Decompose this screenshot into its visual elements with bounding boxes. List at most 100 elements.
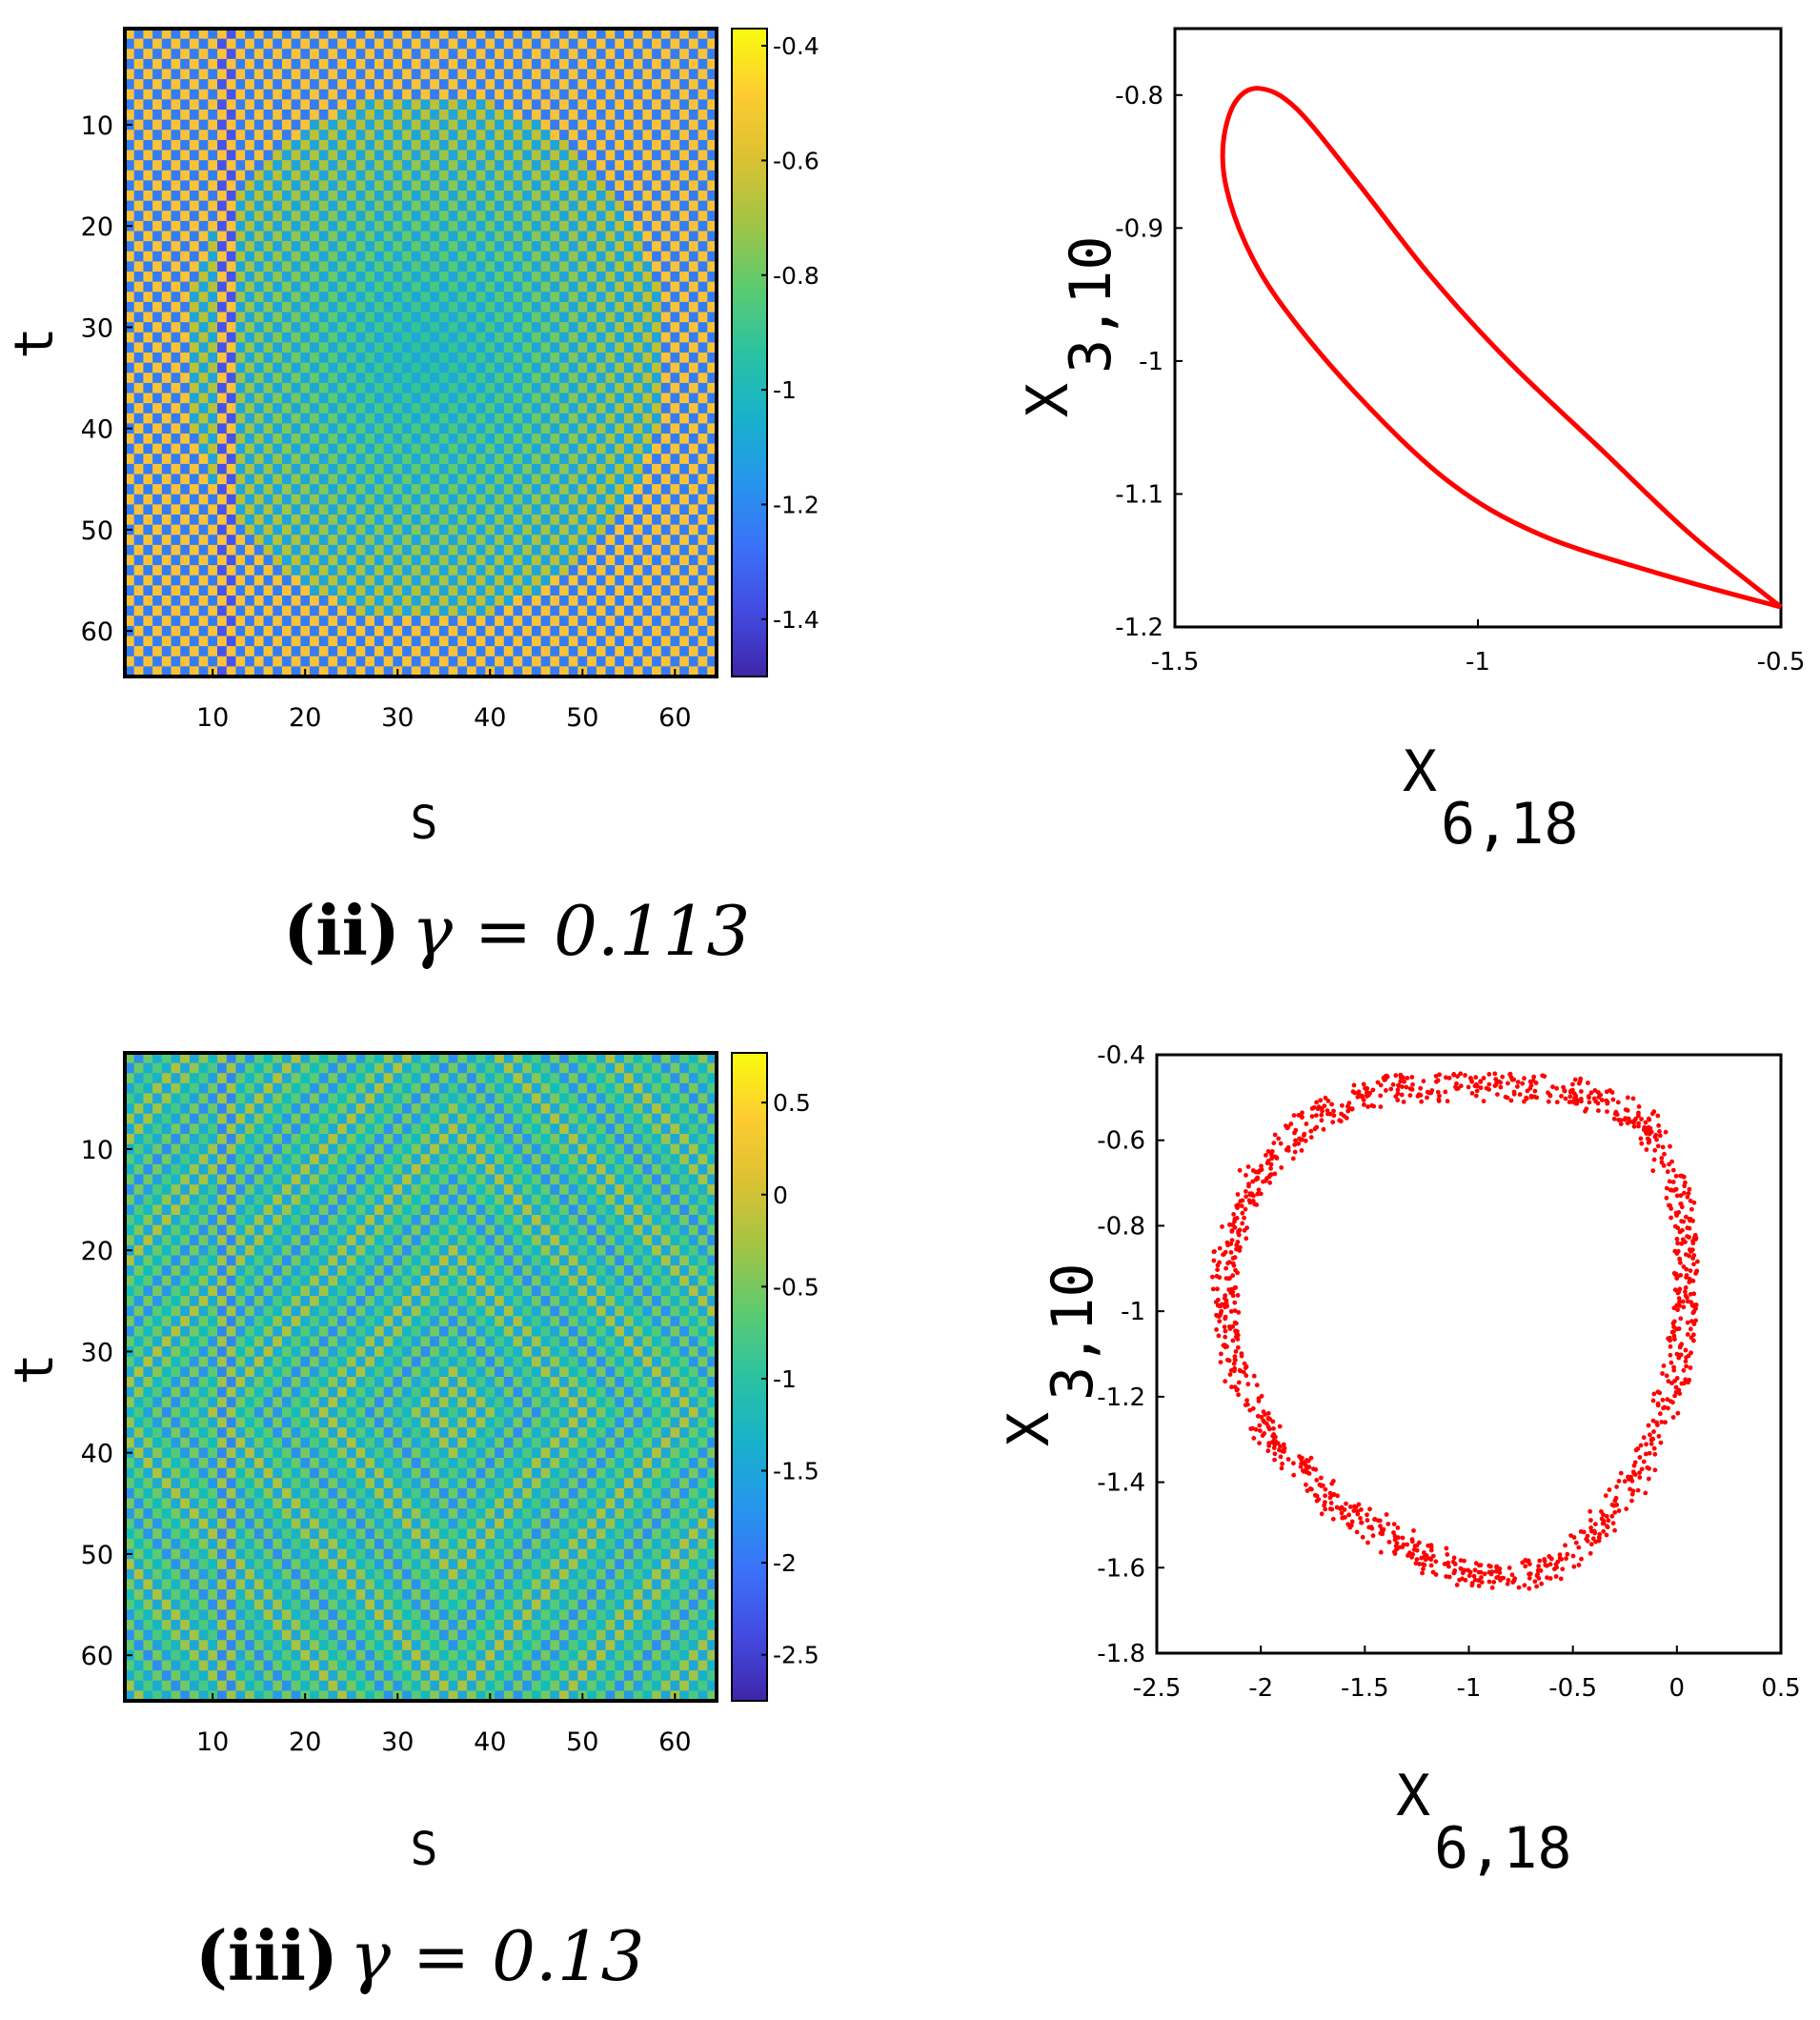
heatmap-cell <box>577 170 588 181</box>
heatmap-cell <box>161 353 172 364</box>
heatmap-cell <box>522 139 533 152</box>
heatmap-cell <box>652 1113 662 1124</box>
heatmap-cell <box>503 272 515 283</box>
heatmap-cell <box>430 241 440 252</box>
heatmap-cell <box>217 301 228 313</box>
heatmap-cell <box>688 1053 699 1064</box>
heatmap-cell <box>587 1163 597 1176</box>
heatmap-cell <box>448 1123 458 1135</box>
heatmap-cell <box>346 200 357 212</box>
heatmap-cell <box>346 130 357 141</box>
heatmap-cell <box>485 150 495 161</box>
heatmap-cell <box>171 413 181 424</box>
heatmap-cell <box>245 646 255 657</box>
heatmap-cell <box>171 373 181 384</box>
heatmap-cell <box>513 119 523 131</box>
heatmap-cell <box>420 119 431 131</box>
heatmap-cell <box>411 625 422 637</box>
heatmap-cell <box>430 342 440 354</box>
heatmap-cell <box>707 211 718 222</box>
heatmap-cell <box>707 1093 718 1104</box>
heatmap-cell <box>615 231 625 242</box>
heatmap-cell <box>485 454 495 465</box>
heatmap-cell <box>448 211 458 222</box>
heatmap-cell <box>652 484 662 495</box>
heatmap-cell <box>623 49 635 60</box>
heatmap-cell <box>522 1093 533 1104</box>
heatmap-cell <box>448 646 458 657</box>
heatmap-cell <box>679 29 690 40</box>
heatmap-cell <box>365 139 375 152</box>
heatmap-cell <box>161 312 172 323</box>
heatmap-cell <box>531 89 542 100</box>
heatmap-cell <box>503 292 515 303</box>
heatmap-cell <box>577 504 588 515</box>
heatmap-cell <box>198 373 209 384</box>
heatmap-cell <box>281 180 293 192</box>
heatmap-cell <box>420 605 431 616</box>
heatmap-cell <box>152 69 163 80</box>
heatmap-cell <box>531 1174 542 1185</box>
heatmap-cell <box>430 565 440 576</box>
heatmap-cell <box>328 292 338 303</box>
heatmap-cell <box>633 413 643 424</box>
heatmap-cell <box>587 1134 597 1145</box>
heatmap-cell <box>291 403 301 414</box>
heatmap-cell <box>503 139 515 152</box>
heatmap-cell <box>642 292 653 303</box>
heatmap-cell <box>365 484 375 495</box>
heatmap-cell <box>328 1113 338 1124</box>
heatmap-cell <box>596 130 607 141</box>
heatmap-cell <box>337 211 348 222</box>
heatmap-cell <box>337 423 348 434</box>
heatmap-cell <box>531 1154 542 1165</box>
heatmap-cell <box>559 382 570 394</box>
heatmap-cell <box>652 1163 662 1176</box>
heatmap-cell <box>133 322 144 333</box>
heatmap-cell <box>587 596 597 607</box>
heatmap-cell <box>587 301 597 313</box>
heatmap-cell <box>273 596 283 607</box>
heatmap-cell <box>457 646 468 657</box>
heatmap-cell <box>374 1073 385 1084</box>
heatmap-cell <box>235 504 246 515</box>
heatmap-cell <box>198 403 209 414</box>
heatmap-cell <box>495 373 505 384</box>
heatmap-cell <box>615 130 625 141</box>
heatmap-cell <box>605 646 616 657</box>
heatmap-cell <box>430 484 440 495</box>
heatmap-cell <box>430 362 440 374</box>
heatmap-cell <box>198 150 209 161</box>
heatmap-cell <box>263 596 273 607</box>
heatmap-cell <box>448 69 458 80</box>
heatmap-cell <box>688 555 699 566</box>
heatmap-cell <box>559 58 570 71</box>
heatmap-cell <box>253 625 265 637</box>
heatmap-cell <box>208 1174 218 1185</box>
heatmap-cell <box>475 301 487 313</box>
heatmap-cell <box>143 413 153 424</box>
heatmap-cell <box>217 565 228 576</box>
heatmap-cell <box>291 200 301 212</box>
heatmap-cell <box>652 434 662 445</box>
heatmap-cell <box>457 353 468 364</box>
heatmap-cell <box>688 180 699 192</box>
heatmap-cell <box>133 281 144 293</box>
heatmap-cell <box>318 1154 330 1165</box>
heatmap-cell <box>475 1123 487 1135</box>
heatmap-cell <box>623 1113 635 1124</box>
heatmap-cell <box>235 1103 246 1115</box>
heatmap-cell <box>245 544 255 556</box>
heatmap-cell <box>688 251 699 262</box>
heatmap-cell <box>540 605 551 616</box>
heatmap-cell <box>467 69 477 80</box>
heatmap-cell <box>300 443 311 454</box>
heatmap-cell <box>411 616 422 627</box>
heatmap-cell <box>402 666 413 677</box>
heatmap-cell <box>577 38 588 50</box>
heatmap-cell <box>633 312 643 323</box>
heatmap-cell <box>161 373 172 384</box>
heatmap-cell <box>531 322 542 333</box>
heatmap-cell <box>133 1113 144 1124</box>
